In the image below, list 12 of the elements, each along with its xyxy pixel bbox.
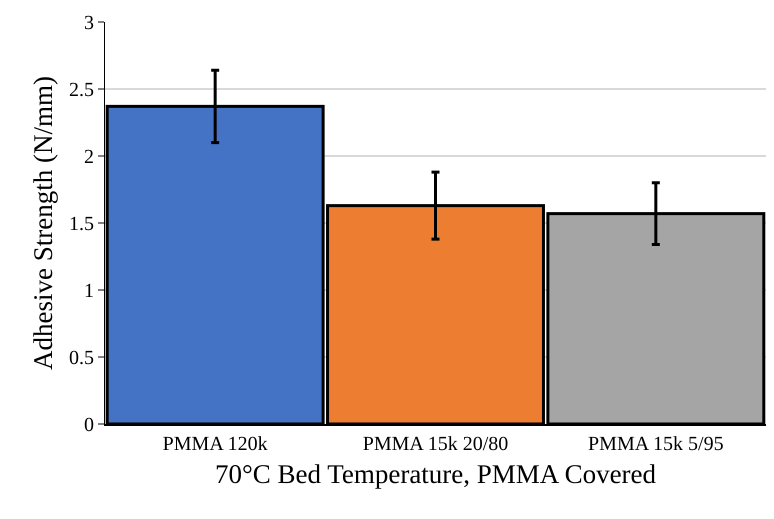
y-tick-label: 3 <box>84 12 94 34</box>
x-axis-title: 70°C Bed Temperature, PMMA Covered <box>214 458 657 489</box>
x-tick-label: PMMA 120k <box>162 433 268 455</box>
y-tick-label: 1.5 <box>69 213 94 235</box>
x-tick-label: PMMA 15k 20/80 <box>362 433 508 455</box>
y-axis-title: Adhesive Strength (N/mm) <box>28 76 58 370</box>
y-tick-label: 2 <box>84 146 94 168</box>
y-tick-label: 0 <box>84 414 94 436</box>
y-tick-label: 1 <box>84 280 94 302</box>
y-tick-label: 0.5 <box>69 347 94 369</box>
x-tick-label: PMMA 15k 5/95 <box>588 433 724 455</box>
y-tick-label: 2.5 <box>69 79 94 101</box>
